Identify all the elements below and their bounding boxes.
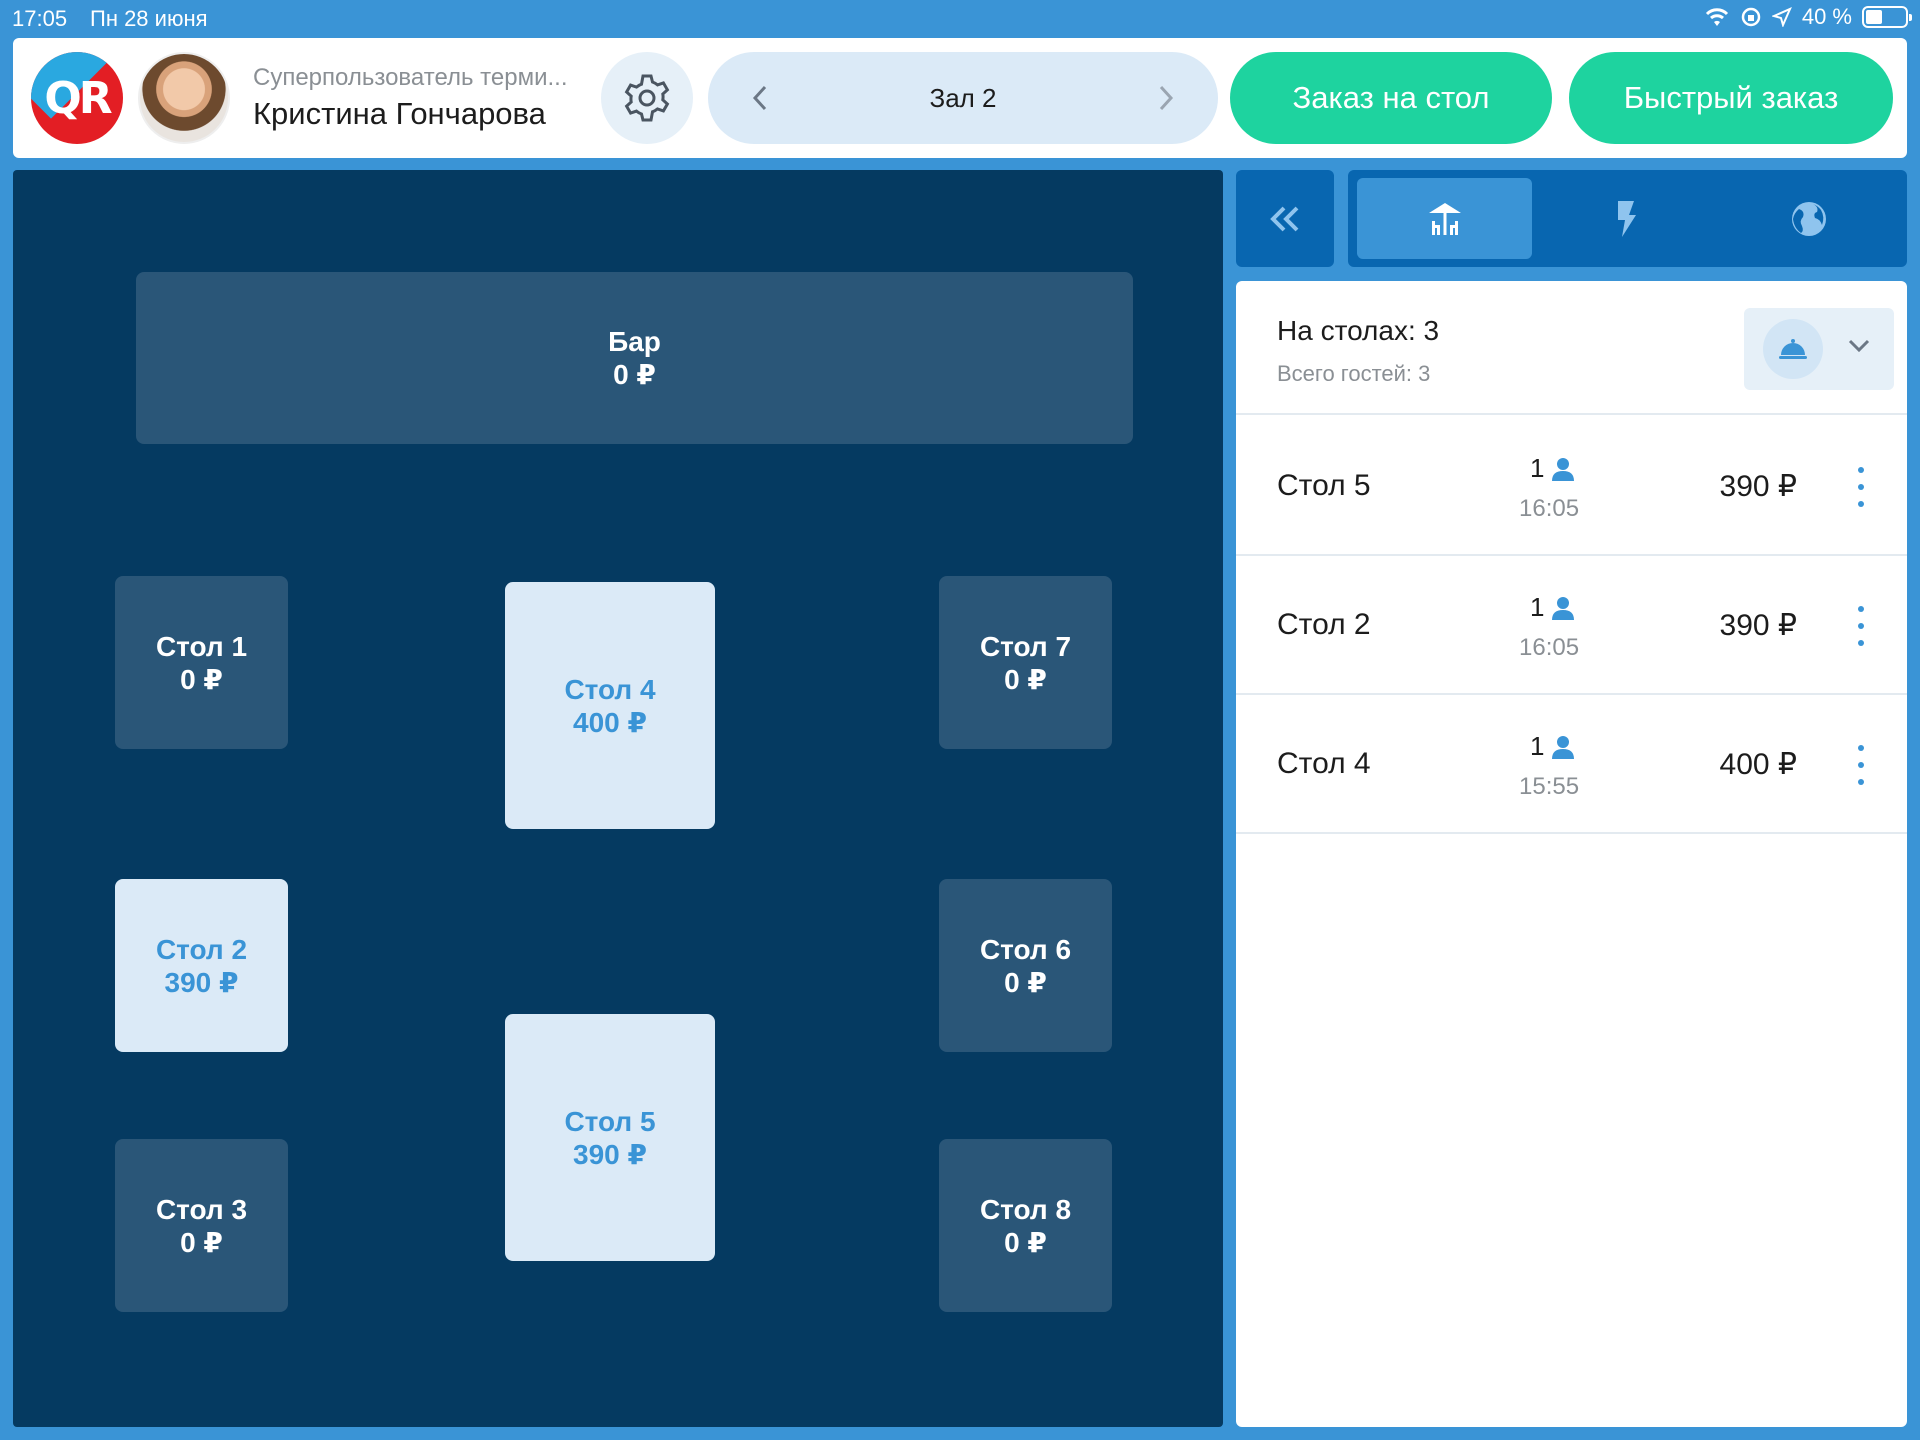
more-options-icon[interactable] xyxy=(1851,467,1871,507)
table-name: Стол 4 xyxy=(564,673,656,705)
table-amount: 0 ₽ xyxy=(1004,663,1047,695)
cloche-icon xyxy=(1763,319,1823,379)
lightning-icon xyxy=(1617,200,1636,237)
table-4[interactable]: Стол 4 400 ₽ xyxy=(505,582,715,829)
order-row-table-5[interactable]: Стол 5 1 16:05 390 ₽ xyxy=(1236,417,1907,556)
order-table-name: Стол 4 xyxy=(1277,747,1371,780)
order-guests: 1 xyxy=(1530,731,1576,762)
wifi-icon xyxy=(1705,8,1728,26)
status-time: 17:05 xyxy=(12,6,68,31)
globe-icon xyxy=(1791,201,1826,236)
chevron-down-icon xyxy=(1848,339,1870,353)
qr-logo: QR xyxy=(31,52,123,144)
table-name: Стол 8 xyxy=(979,1193,1072,1225)
order-row-table-4[interactable]: Стол 4 1 15:55 400 ₽ xyxy=(1236,695,1907,834)
table-amount: 400 ₽ xyxy=(573,706,647,738)
order-table-name: Стол 2 xyxy=(1277,608,1371,641)
user-role: Суперпользователь терми... xyxy=(253,64,568,91)
order-amount: 390 ₽ xyxy=(1719,470,1797,503)
person-icon xyxy=(1552,596,1575,620)
chevron-right-icon xyxy=(1159,85,1174,111)
table-amount: 390 ₽ xyxy=(164,966,239,998)
summary-title: На столах: 3 xyxy=(1277,315,1440,346)
order-guests: 1 xyxy=(1530,592,1576,623)
table-order-button[interactable]: Заказ на стол xyxy=(1230,52,1552,144)
person-icon xyxy=(1552,735,1575,759)
table-name: Стол 6 xyxy=(979,933,1072,965)
order-time: 16:05 xyxy=(1519,495,1580,522)
table-amount: 0 ₽ xyxy=(1004,1226,1047,1258)
summary-guests: Всего гостей: 3 xyxy=(1277,361,1431,386)
hall-name: Зал 2 xyxy=(929,82,997,113)
location-icon xyxy=(1771,7,1792,27)
summary-header: На столах: 3 Всего гостей: 3 xyxy=(1236,281,1907,415)
collapse-panel-button[interactable] xyxy=(1236,170,1334,267)
bar-counter[interactable]: Бар 0 ₽ xyxy=(136,272,1133,444)
order-amount: 400 ₽ xyxy=(1719,748,1797,781)
app-header: QR Суперпользователь терми... Кристина Г… xyxy=(13,38,1907,158)
table-amount: 0 ₽ xyxy=(1004,966,1047,998)
order-guests: 1 xyxy=(1530,453,1576,484)
table-name: Стол 5 xyxy=(564,1105,656,1137)
tab-online[interactable] xyxy=(1721,178,1896,259)
order-table-name: Стол 5 xyxy=(1277,469,1371,502)
tab-tables[interactable] xyxy=(1357,178,1532,259)
floor-map: Бар 0 ₽ Стол 1 0 ₽ Стол 4 400 ₽ Стол 7 0… xyxy=(13,170,1223,1427)
hall-switcher: Зал 2 xyxy=(708,52,1218,144)
table-name: Стол 7 xyxy=(979,630,1072,662)
user-name: Кристина Гончарова xyxy=(253,96,546,131)
table-8[interactable]: Стол 8 0 ₽ xyxy=(939,1139,1112,1312)
table-3[interactable]: Стол 3 0 ₽ xyxy=(115,1139,288,1312)
battery-percent: 40 % xyxy=(1801,4,1852,29)
order-time: 15:55 xyxy=(1519,773,1580,800)
table-name: Стол 1 xyxy=(155,630,248,662)
bar-name: Бар xyxy=(608,326,661,357)
more-options-icon[interactable] xyxy=(1851,745,1871,785)
bar-amount: 0 ₽ xyxy=(613,359,656,390)
table-amount: 390 ₽ xyxy=(573,1138,647,1170)
table-amount: 0 ₽ xyxy=(180,663,223,695)
service-filter-dropdown[interactable] xyxy=(1744,308,1894,390)
status-date: Пн 28 июня xyxy=(90,6,208,31)
avatar[interactable] xyxy=(138,52,230,144)
quick-order-button[interactable]: Быстрый заказ xyxy=(1569,52,1893,144)
order-row-table-2[interactable]: Стол 2 1 16:05 390 ₽ xyxy=(1236,556,1907,695)
table-name: Стол 2 xyxy=(155,933,248,965)
gear-icon xyxy=(624,74,670,122)
battery-icon xyxy=(1862,6,1912,28)
panel-tabs xyxy=(1348,170,1907,267)
tab-quick[interactable] xyxy=(1539,178,1714,259)
prev-hall-button[interactable] xyxy=(744,82,776,114)
orders-panel: На столах: 3 Всего гостей: 3 Стол 5 1 16… xyxy=(1236,281,1907,1427)
table-6[interactable]: Стол 6 0 ₽ xyxy=(939,879,1112,1052)
table-2[interactable]: Стол 2 390 ₽ xyxy=(115,879,288,1052)
next-hall-button[interactable] xyxy=(1150,82,1182,114)
table-5[interactable]: Стол 5 390 ₽ xyxy=(505,1014,715,1261)
chevron-left-icon xyxy=(752,85,767,111)
order-time: 16:05 xyxy=(1519,634,1580,661)
table-amount: 0 ₽ xyxy=(180,1226,223,1258)
table-name: Стол 3 xyxy=(155,1193,248,1225)
person-icon xyxy=(1552,457,1575,481)
orientation-lock-icon xyxy=(1741,7,1761,27)
double-chevron-left-icon xyxy=(1270,206,1299,231)
status-right: 40 % xyxy=(1704,4,1912,30)
table-7[interactable]: Стол 7 0 ₽ xyxy=(939,576,1112,749)
tables-icon xyxy=(1428,202,1461,235)
table-1[interactable]: Стол 1 0 ₽ xyxy=(115,576,288,749)
settings-button[interactable] xyxy=(601,52,693,144)
order-amount: 390 ₽ xyxy=(1719,609,1797,642)
more-options-icon[interactable] xyxy=(1851,606,1871,646)
status-bar: 17:05 Пн 28 июня 40 % xyxy=(0,0,1920,36)
